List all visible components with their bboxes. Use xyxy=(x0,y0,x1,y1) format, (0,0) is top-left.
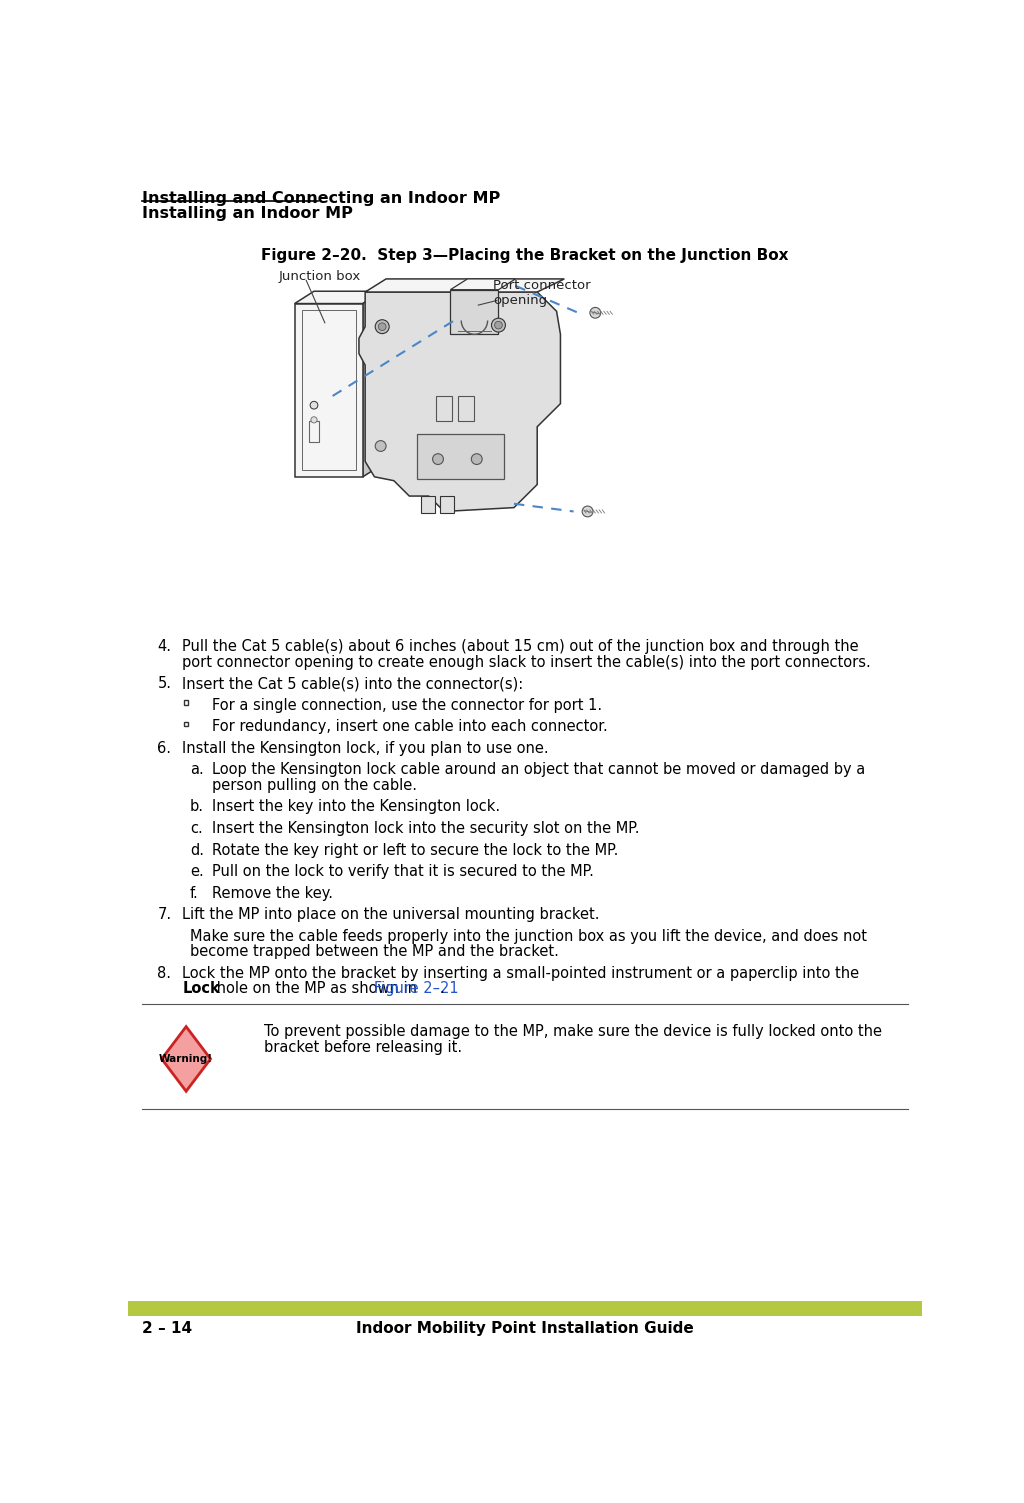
Text: c.: c. xyxy=(190,821,203,836)
Text: hole on the MP as shown in: hole on the MP as shown in xyxy=(212,981,421,996)
Circle shape xyxy=(471,454,482,464)
Circle shape xyxy=(583,507,593,517)
Circle shape xyxy=(375,440,386,451)
Polygon shape xyxy=(451,280,515,290)
Text: Make sure the cable feeds properly into the junction box as you lift the device,: Make sure the cable feeds properly into … xyxy=(190,929,867,944)
Text: Installing and Connecting an Indoor MP: Installing and Connecting an Indoor MP xyxy=(142,191,500,206)
Text: 5.: 5. xyxy=(158,676,171,691)
Text: Remove the key.: Remove the key. xyxy=(212,885,333,900)
Text: f.: f. xyxy=(190,885,199,900)
Text: .: . xyxy=(439,981,444,996)
Polygon shape xyxy=(359,292,560,511)
Bar xyxy=(302,311,356,470)
Text: For redundancy, insert one cable into each connector.: For redundancy, insert one cable into ea… xyxy=(212,720,607,735)
Polygon shape xyxy=(366,280,564,292)
Text: Warning!: Warning! xyxy=(159,1054,213,1064)
Text: Figure 2–20.  Step 3—Placing the Bracket on the Junction Box: Figure 2–20. Step 3—Placing the Bracket … xyxy=(261,248,788,263)
Bar xyxy=(451,290,499,334)
Polygon shape xyxy=(162,1027,211,1091)
Text: person pulling on the cable.: person pulling on the cable. xyxy=(212,779,417,794)
Bar xyxy=(128,1300,922,1317)
Circle shape xyxy=(378,323,386,331)
Text: Pull on the lock to verify that it is secured to the MP.: Pull on the lock to verify that it is se… xyxy=(212,864,594,879)
Text: 7.: 7. xyxy=(158,908,172,923)
Bar xyxy=(440,496,455,513)
Text: e.: e. xyxy=(190,864,204,879)
Text: Insert the Kensington lock into the security slot on the MP.: Insert the Kensington lock into the secu… xyxy=(212,821,639,836)
Circle shape xyxy=(375,320,389,334)
Text: Install the Kensington lock, if you plan to use one.: Install the Kensington lock, if you plan… xyxy=(182,741,549,756)
Text: 4.: 4. xyxy=(158,639,171,654)
Text: become trapped between the MP and the bracket.: become trapped between the MP and the br… xyxy=(190,944,559,959)
Circle shape xyxy=(311,416,317,422)
Text: Figure 2–21: Figure 2–21 xyxy=(374,981,459,996)
Bar xyxy=(183,721,188,726)
Bar xyxy=(295,304,362,476)
Text: bracket before releasing it.: bracket before releasing it. xyxy=(263,1040,462,1055)
Bar xyxy=(458,395,474,421)
Text: Lift the MP into place on the universal mounting bracket.: Lift the MP into place on the universal … xyxy=(182,908,600,923)
Text: To prevent possible damage to the MP, make sure the device is fully locked onto : To prevent possible damage to the MP, ma… xyxy=(263,1024,882,1039)
Bar xyxy=(183,700,188,705)
Bar xyxy=(308,421,319,442)
Text: port connector opening to create enough slack to insert the cable(s) into the po: port connector opening to create enough … xyxy=(182,655,871,670)
Text: 2 – 14: 2 – 14 xyxy=(142,1321,193,1336)
Text: d.: d. xyxy=(190,843,204,858)
Text: b.: b. xyxy=(190,800,204,815)
Text: Lock: Lock xyxy=(182,981,220,996)
Circle shape xyxy=(495,322,503,329)
Text: Lock the MP onto the bracket by inserting a small-pointed instrument or a paperc: Lock the MP onto the bracket by insertin… xyxy=(182,966,859,981)
Text: 8.: 8. xyxy=(158,966,171,981)
Circle shape xyxy=(310,401,317,409)
Circle shape xyxy=(492,319,506,332)
Text: a.: a. xyxy=(190,762,204,777)
Text: Port connector
opening: Port connector opening xyxy=(493,280,591,307)
Text: Loop the Kensington lock cable around an object that cannot be moved or damaged : Loop the Kensington lock cable around an… xyxy=(212,762,865,777)
Text: Indoor Mobility Point Installation Guide: Indoor Mobility Point Installation Guide xyxy=(356,1321,693,1336)
Bar xyxy=(421,496,435,513)
Text: Insert the Cat 5 cable(s) into the connector(s):: Insert the Cat 5 cable(s) into the conne… xyxy=(182,676,523,691)
Polygon shape xyxy=(295,292,382,304)
Text: Installing an Indoor MP: Installing an Indoor MP xyxy=(142,206,353,221)
Text: Insert the key into the Kensington lock.: Insert the key into the Kensington lock. xyxy=(212,800,500,815)
Polygon shape xyxy=(362,292,382,476)
Text: For a single connection, use the connector for port 1.: For a single connection, use the connect… xyxy=(212,697,602,712)
Bar xyxy=(436,395,452,421)
Circle shape xyxy=(432,454,443,464)
Text: Rotate the key right or left to secure the lock to the MP.: Rotate the key right or left to secure t… xyxy=(212,843,618,858)
Bar xyxy=(417,434,504,479)
Circle shape xyxy=(590,308,601,319)
Text: Junction box: Junction box xyxy=(280,269,361,283)
Text: Pull the Cat 5 cable(s) about 6 inches (about 15 cm) out of the junction box and: Pull the Cat 5 cable(s) about 6 inches (… xyxy=(182,639,859,654)
Text: 6.: 6. xyxy=(158,741,171,756)
